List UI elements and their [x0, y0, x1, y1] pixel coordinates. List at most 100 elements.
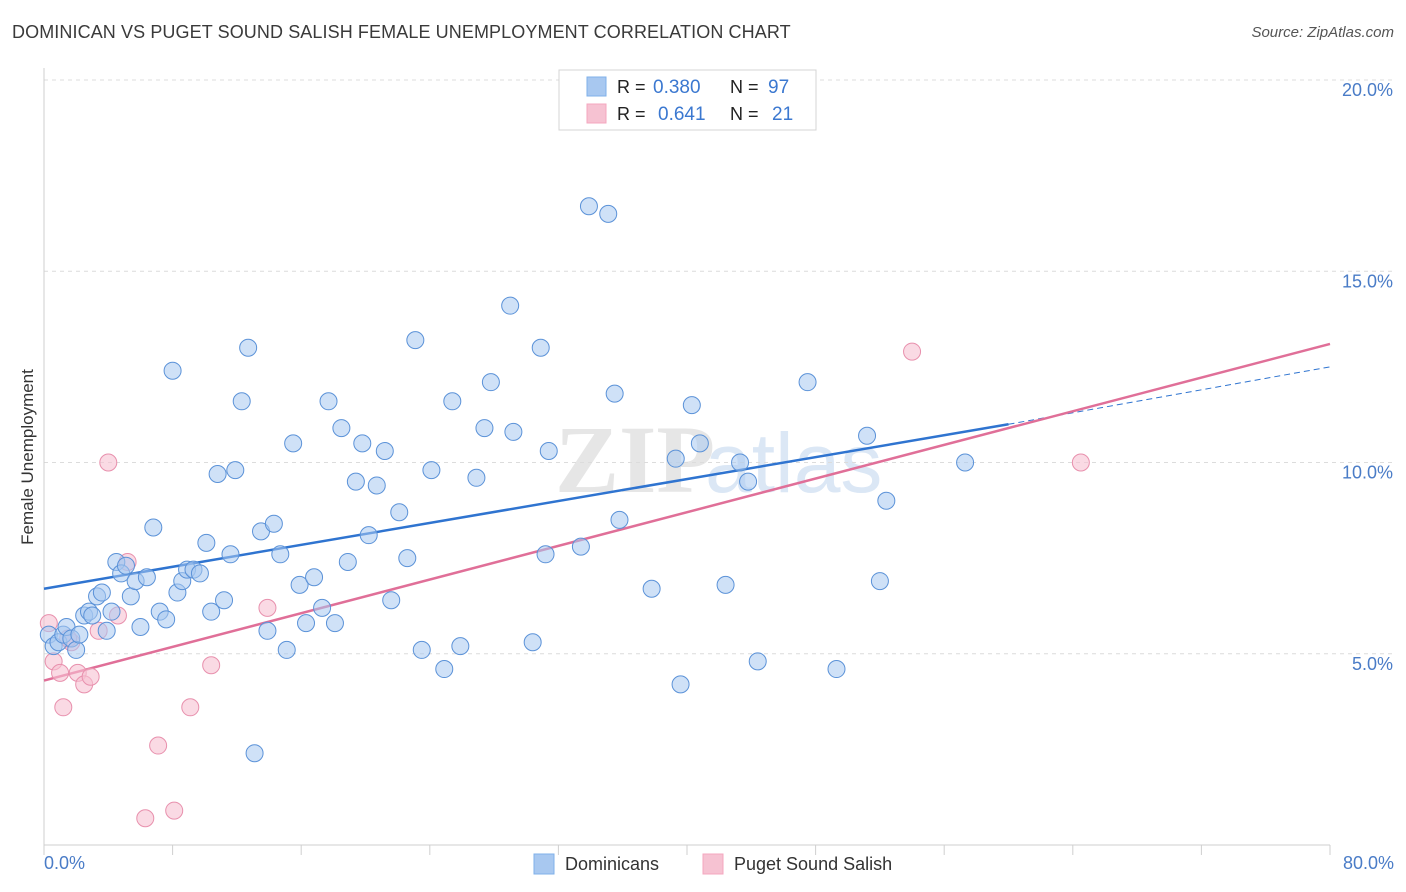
legend-n-value-1: 97	[768, 77, 789, 98]
dominicans-point-10	[83, 606, 102, 625]
dominicans-point-73	[523, 633, 542, 652]
dominicans-points	[39, 197, 975, 763]
puget-sound-salish-point-9	[99, 453, 118, 472]
dominicans-point-59	[382, 591, 401, 610]
dominicans-point-56	[359, 526, 378, 545]
puget-sound-salish-point-18	[903, 342, 922, 361]
watermark: ZIP atlas	[555, 406, 882, 513]
dominicans-point-83	[666, 449, 685, 468]
dominicans-point-65	[435, 660, 454, 679]
dominicans-point-84	[671, 675, 690, 694]
dominicans-point-87	[716, 575, 735, 594]
dominicans-point-52	[332, 419, 351, 438]
chart-title: DOMINICAN VS PUGET SOUND SALISH FEMALE U…	[12, 22, 791, 42]
puget-sound-salish-point-19	[1071, 453, 1090, 472]
dominicans-point-14	[102, 602, 121, 621]
y-axis-label: Female Unemployment	[18, 369, 37, 545]
dominicans-point-88	[731, 453, 750, 472]
dominicans-point-85	[682, 396, 701, 415]
dominicans-point-58	[375, 442, 394, 461]
dominicans-point-42	[264, 514, 283, 533]
puget-sound-salish-point-3	[54, 698, 73, 717]
dominicans-point-35	[221, 545, 240, 564]
dominicans-point-89	[739, 472, 758, 491]
y-tick-label-3: 20.0%	[1342, 80, 1393, 100]
dominicans-point-32	[202, 602, 221, 621]
legend-r-value-2: 0.641	[658, 104, 706, 125]
dominicans-point-90	[748, 652, 767, 671]
legend-n-value-2: 21	[772, 104, 793, 125]
dominicans-point-45	[284, 434, 303, 453]
x-tick-label-max: 80.0%	[1343, 853, 1394, 873]
dominicans-point-62	[406, 331, 425, 350]
bottom-legend-swatch-puget-sound-salish	[702, 853, 724, 875]
x-tick-label-min: 0.0%	[44, 853, 85, 873]
bottom-legend-swatch-dominicans	[533, 853, 555, 875]
dominicans-point-20	[131, 617, 150, 636]
dominicans-point-70	[481, 373, 500, 392]
dominicans-point-81	[610, 510, 629, 529]
dominicans-point-13	[97, 621, 116, 640]
dominicans-point-50	[319, 392, 338, 411]
dominicans-point-67	[451, 637, 470, 656]
trend-lines	[43, 342, 1331, 682]
legend-swatch-puget-sound-salish	[586, 103, 607, 124]
dominicans-point-77	[571, 537, 590, 556]
dominicans-point-63	[412, 640, 431, 659]
watermark-zip: ZIP	[555, 406, 715, 513]
puget-sound-salish-point-7	[81, 667, 100, 686]
dominicans-point-55	[353, 434, 372, 453]
dominicans-point-79	[599, 204, 618, 223]
dominicans-point-78	[579, 197, 598, 216]
dominicans-point-49	[313, 598, 332, 617]
dominicans-point-53	[338, 552, 357, 571]
dominicans-point-44	[277, 640, 296, 659]
dominicans-point-33	[208, 464, 227, 483]
dominicans-point-74	[531, 338, 550, 357]
y-tick-label-1: 10.0%	[1342, 463, 1393, 483]
dominicans-point-41	[258, 621, 277, 640]
dominicans-point-96	[956, 453, 975, 472]
dominicans-point-36	[226, 461, 245, 480]
dominicans-point-60	[390, 503, 409, 522]
dominicans-point-38	[239, 338, 258, 357]
dominicans-point-6	[67, 640, 86, 659]
grid-lines	[44, 79, 1394, 655]
puget-sound-salish-point-13	[149, 736, 168, 755]
bottom-legend-label-dominicans: Dominicans	[565, 854, 659, 874]
dominicans-point-75	[536, 545, 555, 564]
puget-sound-salish-point-17	[258, 598, 277, 617]
puget-sound-salish-point-12	[136, 809, 155, 828]
dominicans-point-71	[501, 296, 520, 315]
puget-sound-salish-point-2	[51, 663, 70, 682]
dominicans-point-92	[827, 660, 846, 679]
dominicans-point-72	[504, 422, 523, 441]
dominicans-point-31	[197, 533, 216, 552]
dominicans-point-93	[858, 426, 877, 445]
dominicans-point-82	[642, 579, 661, 598]
dominicans-point-69	[475, 419, 494, 438]
dominicans-point-30	[190, 564, 209, 583]
dominicans-point-21	[137, 568, 156, 587]
dominicans-point-68	[467, 468, 486, 487]
dominicans-point-80	[605, 384, 624, 403]
dominicans-point-54	[346, 472, 365, 491]
dominicans-point-43	[271, 545, 290, 564]
puget-sound-salish-point-14	[165, 801, 184, 820]
dominicans-point-47	[297, 614, 316, 633]
legend-r-label-1: R =	[617, 77, 646, 97]
dominicans-point-46	[290, 575, 309, 594]
legend-n-label-1: N =	[730, 77, 759, 97]
puget-sound-salish-trend-line	[43, 342, 1331, 682]
dominicans-point-37	[232, 392, 251, 411]
axes	[43, 68, 1331, 855]
dominicans-point-24	[157, 610, 176, 629]
puget-sound-salish-point-15	[181, 698, 200, 717]
y-tick-label-2: 15.0%	[1342, 271, 1393, 291]
source-label: Source: ZipAtlas.com	[1251, 24, 1394, 41]
dominicans-point-18	[121, 587, 140, 606]
dominicans-point-76	[539, 442, 558, 461]
legend-r-value-1: 0.380	[653, 77, 701, 98]
dominicans-point-66	[443, 392, 462, 411]
series-legend: Dominicans Puget Sound Salish	[533, 853, 892, 875]
